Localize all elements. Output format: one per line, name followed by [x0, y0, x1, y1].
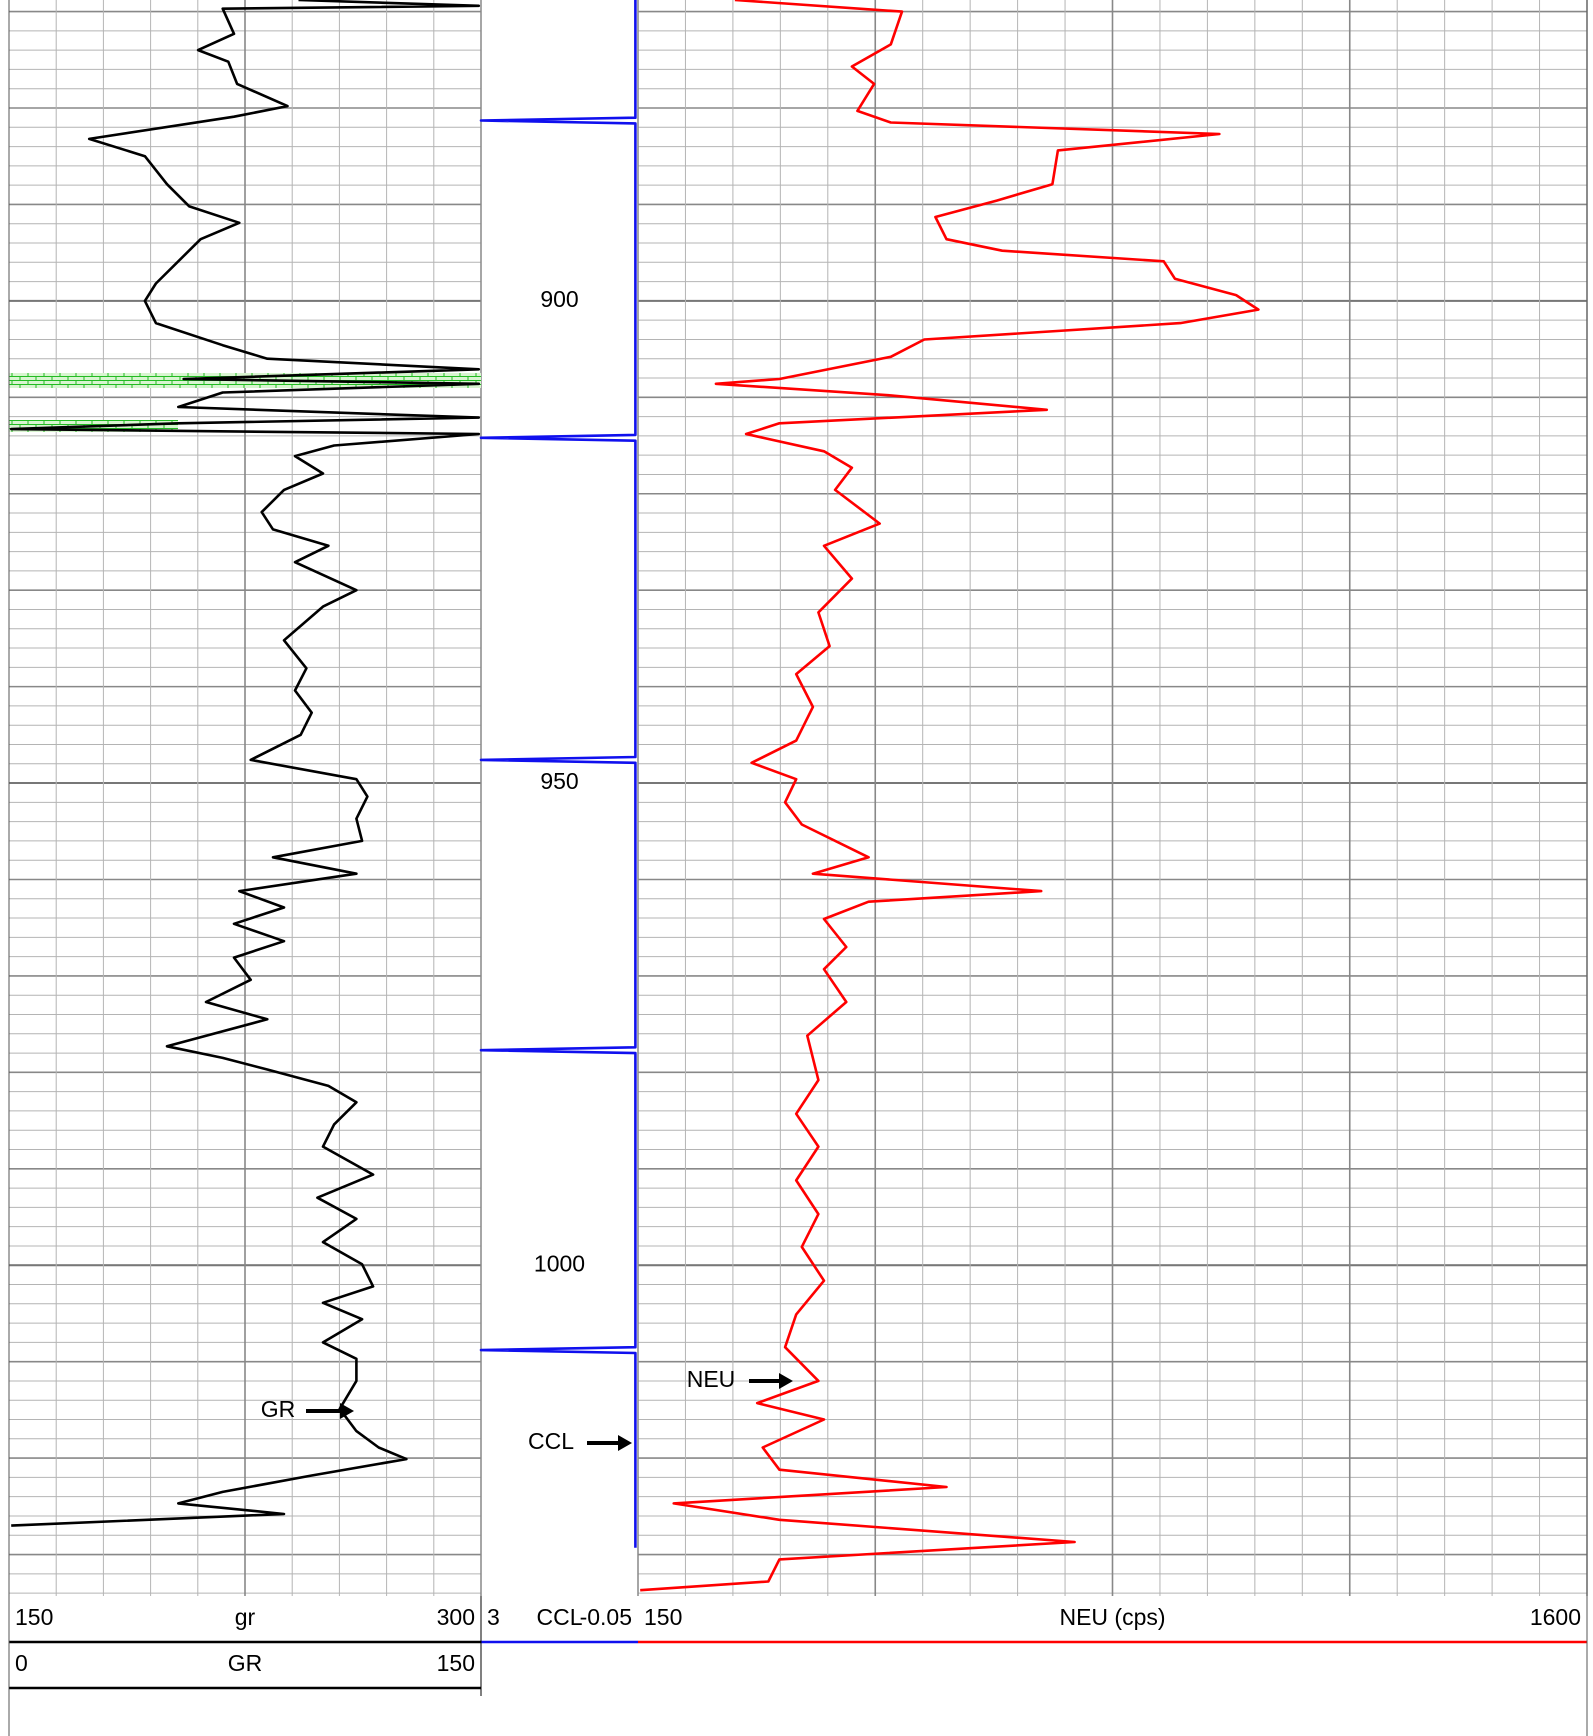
scale-min: 0: [15, 1650, 28, 1676]
log-curve: [479, 0, 637, 1548]
depth-label: 1000: [534, 1250, 585, 1276]
curve-annotation: GR: [261, 1396, 296, 1422]
log-curve: [640, 0, 1260, 1592]
scale-min: 150: [15, 1604, 53, 1630]
annotation-arrowhead: [618, 1435, 632, 1451]
depth-label: 950: [540, 768, 578, 794]
scale-min: 3: [487, 1604, 500, 1630]
curve-annotation: CCL: [528, 1428, 574, 1454]
scale-name: gr: [235, 1604, 256, 1630]
grid: [9, 0, 1588, 1596]
scale-name: GR: [228, 1650, 263, 1676]
scale-max: 150: [437, 1650, 475, 1676]
annotation-arrowhead: [779, 1373, 793, 1389]
log-curve: [9, 0, 481, 1527]
scale-name: NEU (cps): [1059, 1604, 1165, 1630]
scale-max: -0.05: [580, 1604, 632, 1630]
scale-min: 150: [644, 1604, 682, 1630]
scale-name: CCL: [536, 1604, 582, 1630]
curves: [9, 0, 1260, 1592]
scale-max: 300: [437, 1604, 475, 1630]
annotation-arrowhead: [340, 1403, 354, 1419]
curve-annotation: NEU: [687, 1366, 736, 1392]
scale-max: 1600: [1530, 1604, 1581, 1630]
depth-label: 900: [540, 286, 578, 312]
